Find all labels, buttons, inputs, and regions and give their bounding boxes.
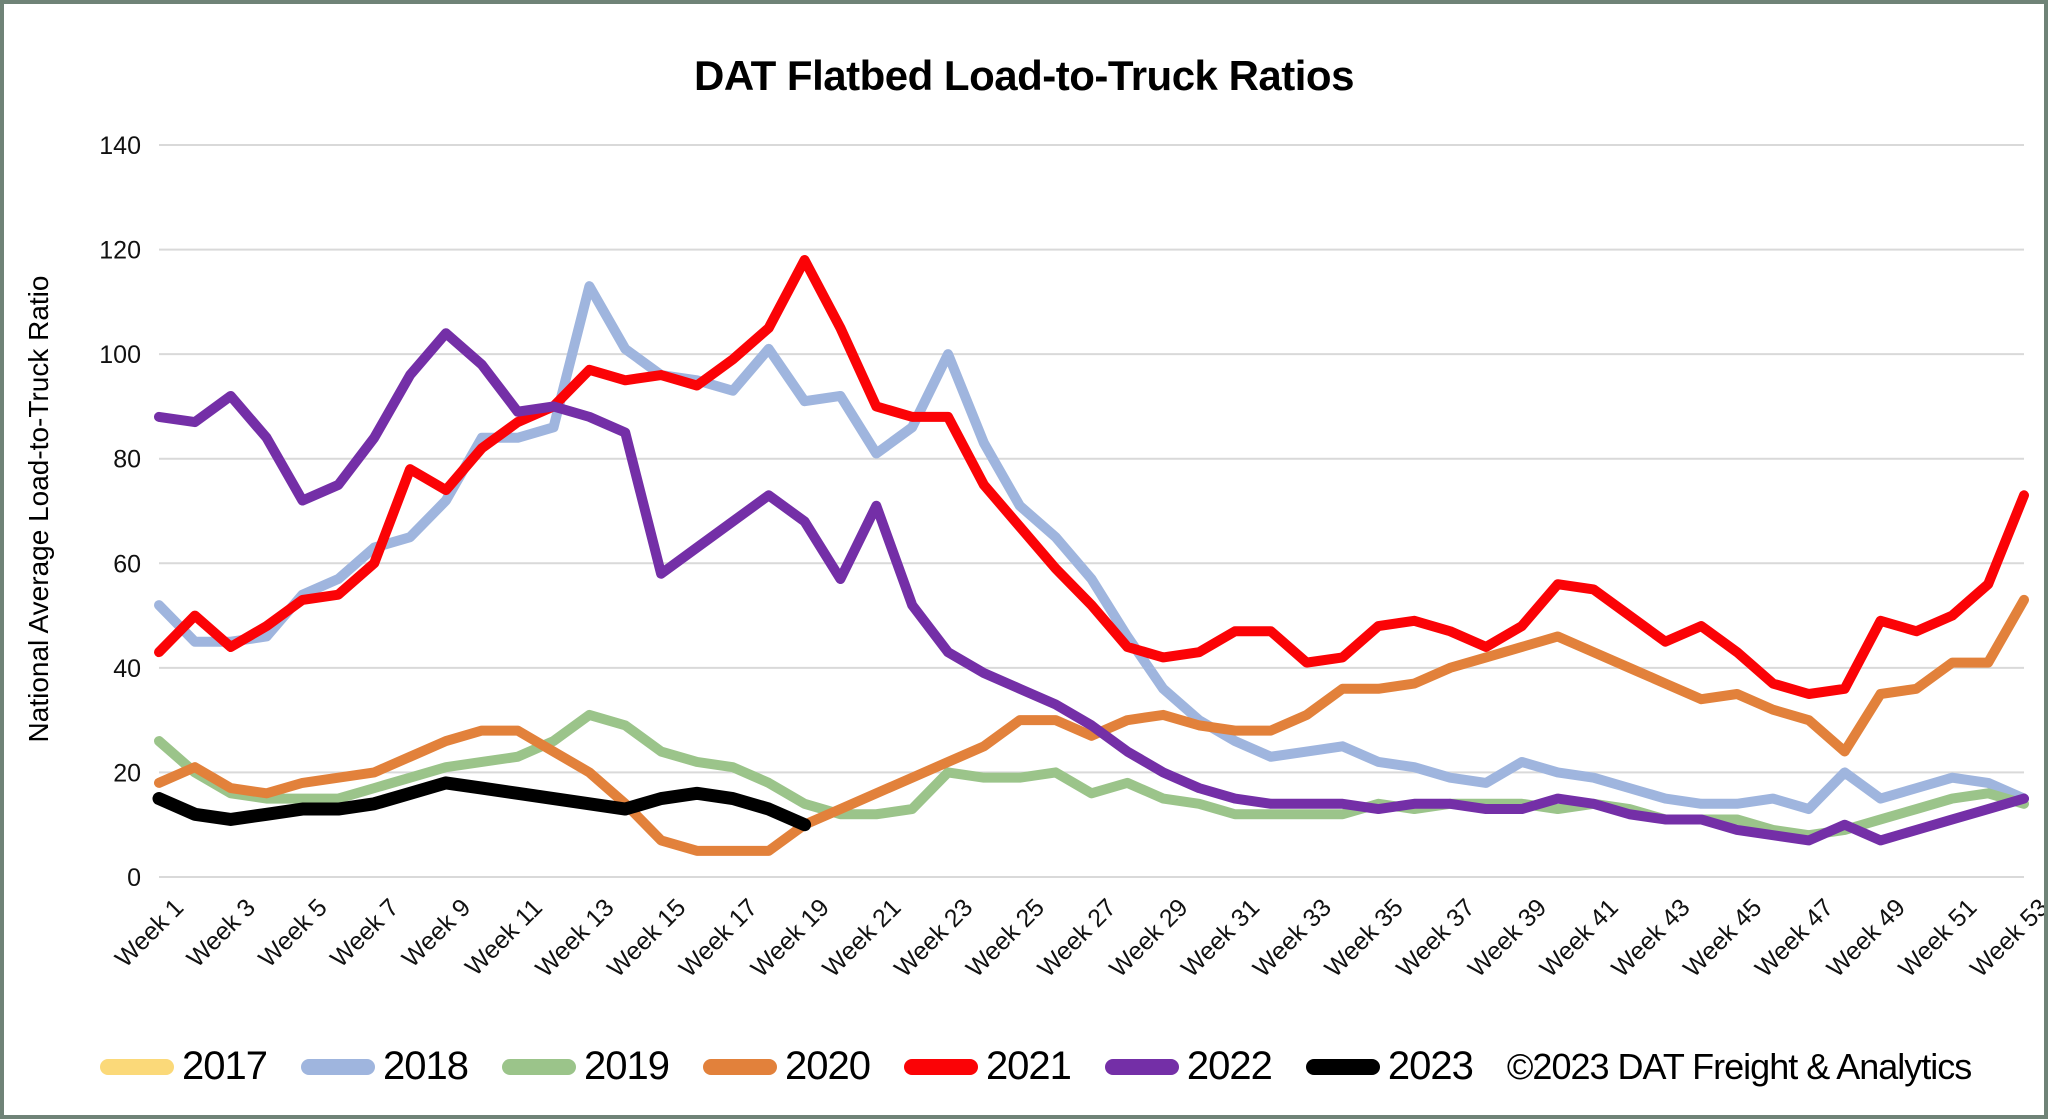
x-tick-label: Week 17 bbox=[674, 893, 763, 982]
y-axis-tick-labels: 0 20 40 60 80 100 120 140 bbox=[99, 132, 141, 892]
y-tick-label: 100 bbox=[99, 341, 141, 369]
x-tick-label: Week 15 bbox=[602, 893, 691, 982]
x-tick-label: Week 21 bbox=[817, 893, 906, 982]
legend-label-2019: 2019 bbox=[583, 1044, 670, 1088]
x-tick-label: Week 33 bbox=[1248, 893, 1337, 982]
x-tick-label: Week 3 bbox=[182, 893, 261, 972]
x-tick-label: Week 29 bbox=[1104, 893, 1193, 982]
y-tick-label: 40 bbox=[113, 655, 141, 683]
legend-item-2018[interactable]: 2018 bbox=[300, 1044, 469, 1089]
series-line-2020 bbox=[154, 594, 2029, 856]
y-axis-title: National Average Load-to-Truck Ratio bbox=[23, 276, 54, 743]
x-tick-label: Week 13 bbox=[530, 893, 619, 982]
y-tick-label: 0 bbox=[127, 864, 141, 892]
x-tick-label: Week 27 bbox=[1032, 893, 1121, 982]
x-tick-label: Week 49 bbox=[1822, 893, 1911, 982]
legend-item-2021[interactable]: 2021 bbox=[903, 1044, 1072, 1089]
x-tick-label: Week 23 bbox=[889, 893, 978, 982]
legend-swatch-2023 bbox=[1305, 1058, 1380, 1075]
legend-label-2018: 2018 bbox=[382, 1044, 469, 1088]
x-tick-label: Week 7 bbox=[325, 893, 404, 972]
series-lines-group bbox=[152, 255, 2029, 856]
x-tick-label: Week 35 bbox=[1319, 893, 1408, 982]
copyright-credit: ©2023 DAT Freight & Analytics bbox=[1506, 1045, 1972, 1087]
legend-label-2017: 2017 bbox=[182, 1044, 268, 1088]
legend-item-2020[interactable]: 2020 bbox=[702, 1044, 871, 1089]
legend-item-2023[interactable]: 2023 bbox=[1305, 1044, 1474, 1089]
legend-swatch-2017 bbox=[100, 1058, 174, 1075]
x-tick-label: Week 53 bbox=[1965, 893, 2048, 982]
y-tick-label: 20 bbox=[113, 759, 141, 787]
legend-item-2019[interactable]: 2019 bbox=[501, 1044, 670, 1089]
x-tick-label: Week 51 bbox=[1893, 893, 1982, 982]
x-tick-label: Week 39 bbox=[1463, 893, 1552, 982]
x-tick-label: Week 45 bbox=[1678, 893, 1767, 982]
legend-swatch-2022 bbox=[1104, 1058, 1179, 1075]
legend-label-2020: 2020 bbox=[784, 1044, 871, 1088]
x-tick-label: Week 41 bbox=[1535, 893, 1624, 982]
x-tick-label: Week 5 bbox=[253, 893, 332, 972]
legend-swatch-2018 bbox=[300, 1058, 375, 1075]
legend-label-2023: 2023 bbox=[1387, 1044, 1474, 1088]
y-tick-label: 120 bbox=[99, 237, 141, 265]
legend-item-2022[interactable]: 2022 bbox=[1104, 1044, 1273, 1089]
y-tick-label: 140 bbox=[99, 132, 141, 160]
page-title: DAT Flatbed Load-to-Truck Ratios bbox=[694, 52, 1354, 99]
x-tick-label: Week 47 bbox=[1750, 893, 1839, 982]
series-line-2021 bbox=[154, 255, 2029, 699]
y-tick-label: 60 bbox=[113, 550, 141, 578]
legend-item-2017[interactable]: 2017 bbox=[100, 1044, 268, 1089]
legend-swatch-2019 bbox=[501, 1058, 576, 1075]
x-tick-label: Week 31 bbox=[1176, 893, 1265, 982]
x-tick-label: Week 25 bbox=[961, 893, 1050, 982]
y-tick-label: 80 bbox=[113, 446, 141, 474]
series-line-2023 bbox=[152, 776, 812, 832]
x-tick-label: Week 1 bbox=[110, 893, 189, 972]
legend-label-2021: 2021 bbox=[985, 1044, 1072, 1088]
x-tick-label: Week 19 bbox=[746, 893, 835, 982]
legend-label-2022: 2022 bbox=[1186, 1044, 1273, 1088]
gridlines-group bbox=[159, 144, 2024, 878]
legend-swatch-2020 bbox=[702, 1058, 777, 1075]
series-line-2022 bbox=[154, 328, 2029, 846]
x-tick-label: Week 43 bbox=[1606, 893, 1695, 982]
chart-legend: 2017 2018 2019 2020 2021 2022 2023 ©2023 DAT F… bbox=[100, 1044, 1972, 1089]
x-tick-label: Week 37 bbox=[1391, 893, 1480, 982]
legend-swatch-2021 bbox=[903, 1058, 978, 1075]
